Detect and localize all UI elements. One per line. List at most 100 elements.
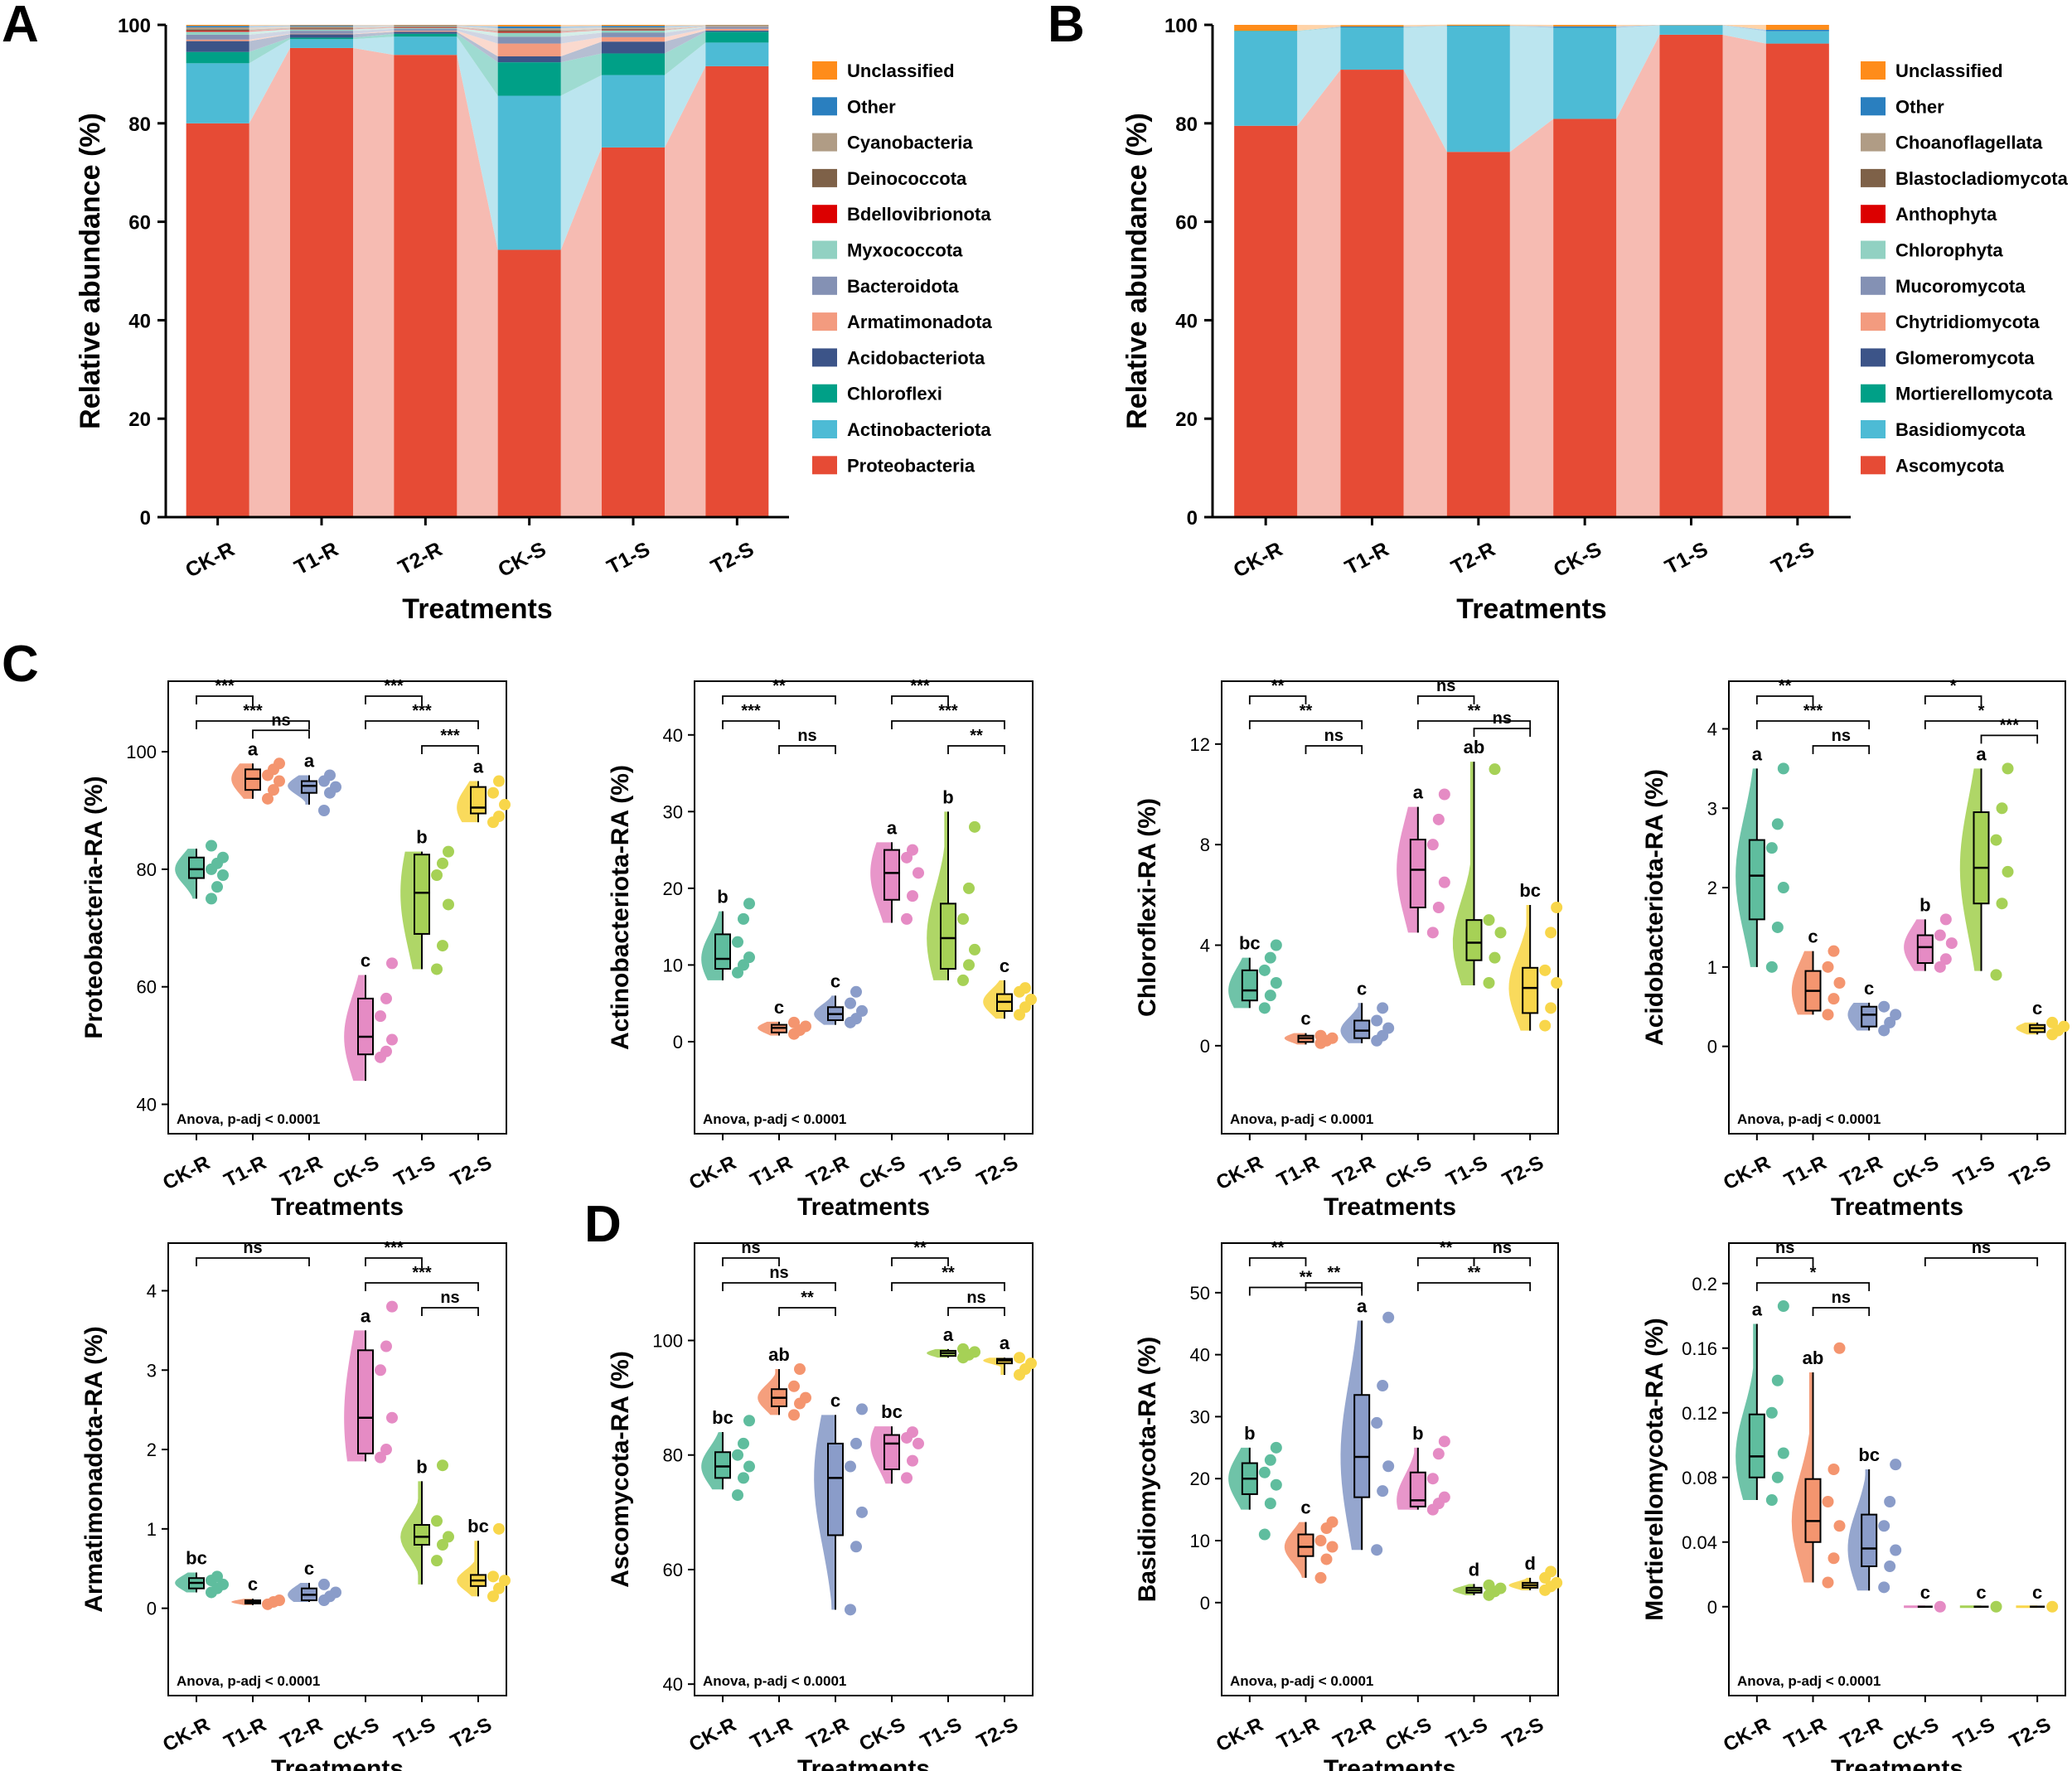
data-point: [1371, 1014, 1383, 1027]
data-point: [330, 781, 341, 793]
box: [1465, 919, 1483, 961]
data-point: [1426, 839, 1439, 851]
ribbon-ascomycota: [1722, 34, 1766, 517]
bar-segment-ck-r-chloroflexi: [186, 51, 249, 64]
data-point: [1828, 1552, 1840, 1565]
data-point: [913, 867, 924, 879]
comparison-bracket: [891, 720, 1005, 729]
box: [1916, 934, 1934, 965]
data-point: [274, 775, 285, 787]
data-point: [1320, 1553, 1333, 1565]
significance-letter: bc: [881, 1401, 903, 1422]
box: [414, 1524, 430, 1546]
ribbon-other: [1297, 27, 1341, 31]
data-point: [907, 1454, 918, 1467]
y-tick-label: 0: [147, 1599, 157, 1619]
ribbon-chloroflexi: [665, 31, 706, 75]
ribbon-acidobacteriota: [665, 30, 706, 54]
significance-letter: ab: [768, 1344, 790, 1365]
data-point: [1326, 1541, 1339, 1553]
bar-segment-t2-r-other: [394, 25, 457, 27]
ribbon-myxococcota: [457, 27, 498, 37]
data-point: [1833, 977, 1846, 989]
legend-label: Ascomycota: [1895, 455, 2005, 476]
data-point: [375, 1364, 386, 1377]
ribbon-unclassified: [1297, 25, 1341, 31]
y-tick-label: 8: [1200, 835, 1210, 855]
legend-swatch: [812, 276, 837, 295]
data-point: [907, 844, 918, 856]
data-point: [1326, 1032, 1339, 1044]
comparison-label: ns: [440, 1289, 459, 1307]
legend-label: Other: [847, 96, 896, 117]
bar-segment-ck-s-myxococcota: [497, 32, 561, 37]
data-point: [1771, 818, 1784, 830]
comparison-label: *: [1950, 677, 1957, 695]
box: [884, 1434, 900, 1470]
significance-letter: b: [416, 827, 427, 848]
data-point: [743, 1460, 755, 1473]
data-point: [487, 1570, 499, 1583]
ribbon-cyanobacteria: [353, 26, 395, 28]
data-point: [1014, 1352, 1025, 1364]
y-tick-label: 60: [663, 1560, 683, 1580]
comparison-bracket: [1924, 720, 2039, 729]
significance-letter: c: [830, 1390, 840, 1411]
y-tick-label: 80: [663, 1445, 683, 1466]
data-point: [1258, 964, 1271, 976]
comparison-label: ns: [1832, 1289, 1851, 1307]
ribbon-unclassified: [457, 25, 498, 27]
data-point: [499, 1575, 511, 1587]
data-point: [1545, 927, 1557, 939]
bar-segment-ck-r-unclassified: [186, 25, 249, 27]
ribbon-actinobacteriota: [353, 36, 395, 56]
data-point: [1326, 1516, 1339, 1528]
comparison-label: *: [1810, 1264, 1817, 1282]
ribbon-basidiomycota: [1616, 25, 1660, 119]
y-tick-label: 20: [663, 878, 683, 899]
box: [188, 856, 205, 879]
data-point: [957, 912, 969, 925]
data-point: [1371, 1544, 1383, 1556]
ribbon-basidiomycota: [1722, 25, 1766, 44]
ribbon-armatimonadota: [353, 31, 395, 35]
comparison-label: ns: [797, 727, 816, 745]
data-point: [1890, 1459, 1902, 1471]
data-point: [487, 786, 499, 799]
legend-label: Actinobacteriota: [847, 419, 991, 440]
box: [357, 997, 374, 1056]
data-point: [1545, 1002, 1557, 1014]
ribbon-myxococcota: [560, 30, 602, 37]
bar-segment-ck-r-basidiomycota: [1234, 31, 1298, 126]
x-axis-title: Treatments: [271, 1755, 404, 1771]
ribbon-basidiomycota: [1403, 26, 1447, 152]
comparison-label: **: [1271, 1239, 1285, 1257]
ribbon-deinococcota: [560, 28, 602, 32]
bar-segment-ck-s-ascomycota: [1553, 119, 1617, 518]
data-point: [907, 890, 918, 902]
group-ck-s: bCK-S: [1382, 1423, 1450, 1756]
ribbon-myxococcota: [665, 27, 706, 33]
bar-segment-ck-r-deinococcota: [186, 29, 249, 31]
data-point: [732, 1489, 743, 1502]
legend-swatch: [1861, 420, 1886, 438]
data-point: [1432, 813, 1445, 825]
data-point: [386, 957, 398, 970]
data-point: [217, 869, 229, 881]
bar-segment-t1-s-myxococcota: [602, 30, 665, 33]
y-tick-label: 100: [126, 742, 157, 762]
data-point: [1878, 1000, 1890, 1013]
legend-swatch: [1861, 168, 1886, 187]
legend-swatch: [812, 420, 837, 438]
bar-segment-t2-r-ascomycota: [1446, 152, 1510, 517]
comparison-label: ns: [1436, 677, 1455, 695]
bar-segment-t2-r-other: [1446, 25, 1510, 27]
significance-letter: ab: [1803, 1348, 1824, 1368]
legend-label: Cyanobacteria: [847, 133, 973, 153]
x-axis-title: Treatments: [1324, 1755, 1456, 1771]
data-point: [1934, 961, 1946, 973]
comparison-bracket: [252, 729, 310, 739]
comparison-bracket: [947, 745, 1005, 754]
data-point: [1934, 929, 1946, 941]
